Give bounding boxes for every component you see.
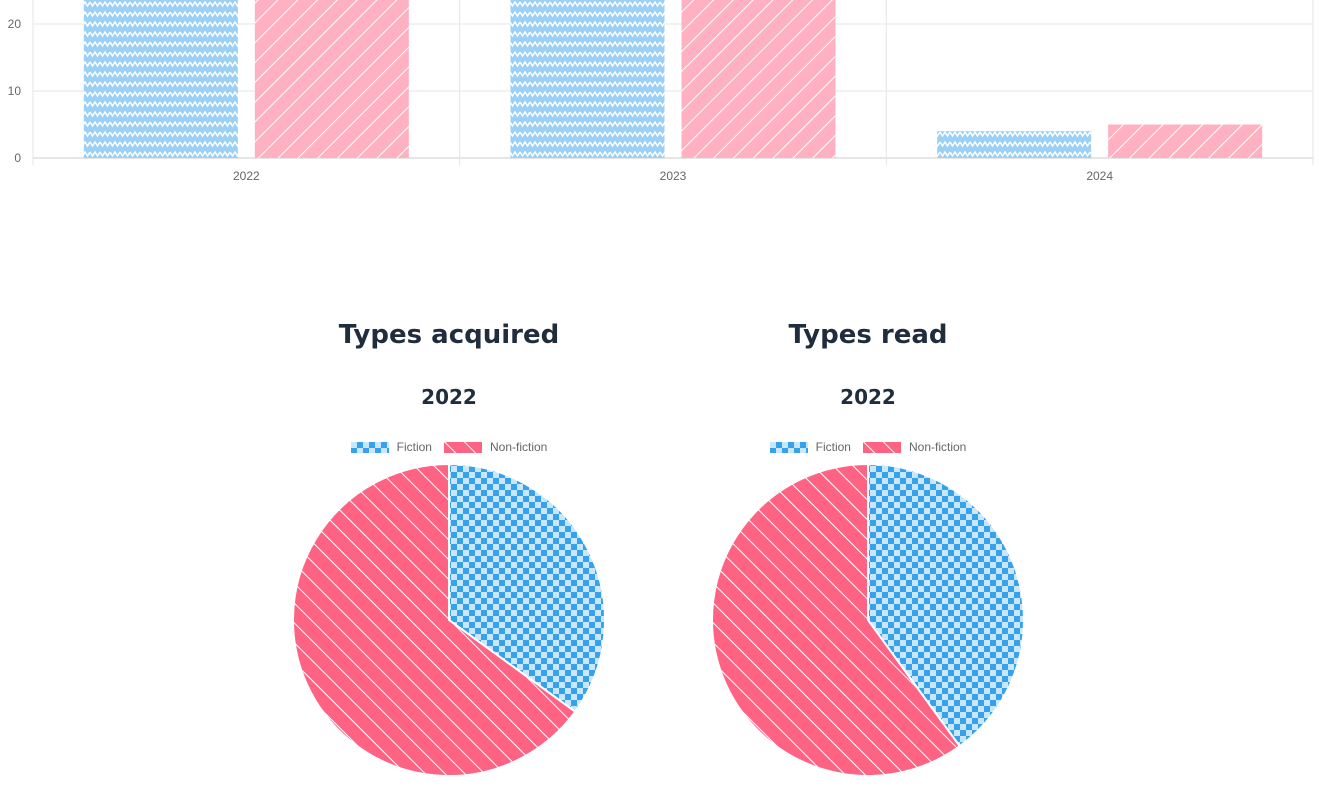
bar[interactable]: [83, 0, 238, 158]
types-acquired-legend: Fiction Non-fiction: [289, 440, 609, 454]
types-acquired-year: 2022: [421, 385, 477, 409]
x-tick-label: 2024: [1086, 169, 1113, 183]
types-read-title: Types read: [788, 320, 948, 350]
pie-slice-fiction[interactable]: [867, 462, 1025, 748]
pie-slice-nonfiction[interactable]: [711, 462, 962, 777]
legend-label-nonfiction: Non-fiction: [489, 440, 548, 454]
legend-label-fiction: Fiction: [396, 440, 432, 454]
types-read-legend: Fiction Non-fiction: [708, 440, 1028, 454]
bar-grid: [32, 0, 1314, 165]
nonfiction-swatch-icon: [862, 441, 901, 453]
y-tick-label: 20: [8, 17, 22, 31]
legend-label-nonfiction: Non-fiction: [908, 440, 967, 454]
bar[interactable]: [1108, 124, 1263, 159]
legend-label-fiction: Fiction: [815, 440, 851, 454]
x-tick-label: 2023: [660, 169, 687, 183]
bar-bars: [83, 0, 1263, 159]
fiction-swatch-icon: [769, 441, 808, 453]
fiction-swatch-icon: [350, 441, 389, 453]
y-tick-label: 10: [8, 84, 22, 98]
y-tick-label: 0: [14, 151, 21, 165]
pie-slice-fiction[interactable]: [448, 462, 606, 714]
legend-item-fiction[interactable]: Fiction: [350, 440, 432, 454]
types-read-chart: Types read 2022 Fiction Non-fiction: [708, 0, 1028, 791]
legend-item-nonfiction[interactable]: Non-fiction: [443, 440, 548, 454]
bar-chart: 0 10 20 2022 2023 2024: [8, 0, 1314, 183]
types-acquired-pie: [292, 462, 606, 777]
legend-item-nonfiction[interactable]: Non-fiction: [862, 440, 967, 454]
legend-item-fiction[interactable]: Fiction: [769, 440, 851, 454]
bar[interactable]: [681, 0, 836, 158]
types-acquired-chart: Types acquired 2022 Fiction Non-fiction: [289, 0, 609, 791]
bar-ticks: 0 10 20 2022 2023 2024: [8, 17, 1114, 183]
bar[interactable]: [254, 0, 409, 158]
types-acquired-title: Types acquired: [338, 320, 560, 350]
bar[interactable]: [510, 0, 665, 158]
nonfiction-swatch-icon: [443, 441, 482, 453]
types-read-year: 2022: [840, 385, 896, 409]
bar[interactable]: [937, 131, 1092, 158]
pie-slice-nonfiction[interactable]: [292, 462, 577, 777]
types-read-pie: [711, 462, 1025, 777]
x-tick-label: 2022: [233, 169, 260, 183]
